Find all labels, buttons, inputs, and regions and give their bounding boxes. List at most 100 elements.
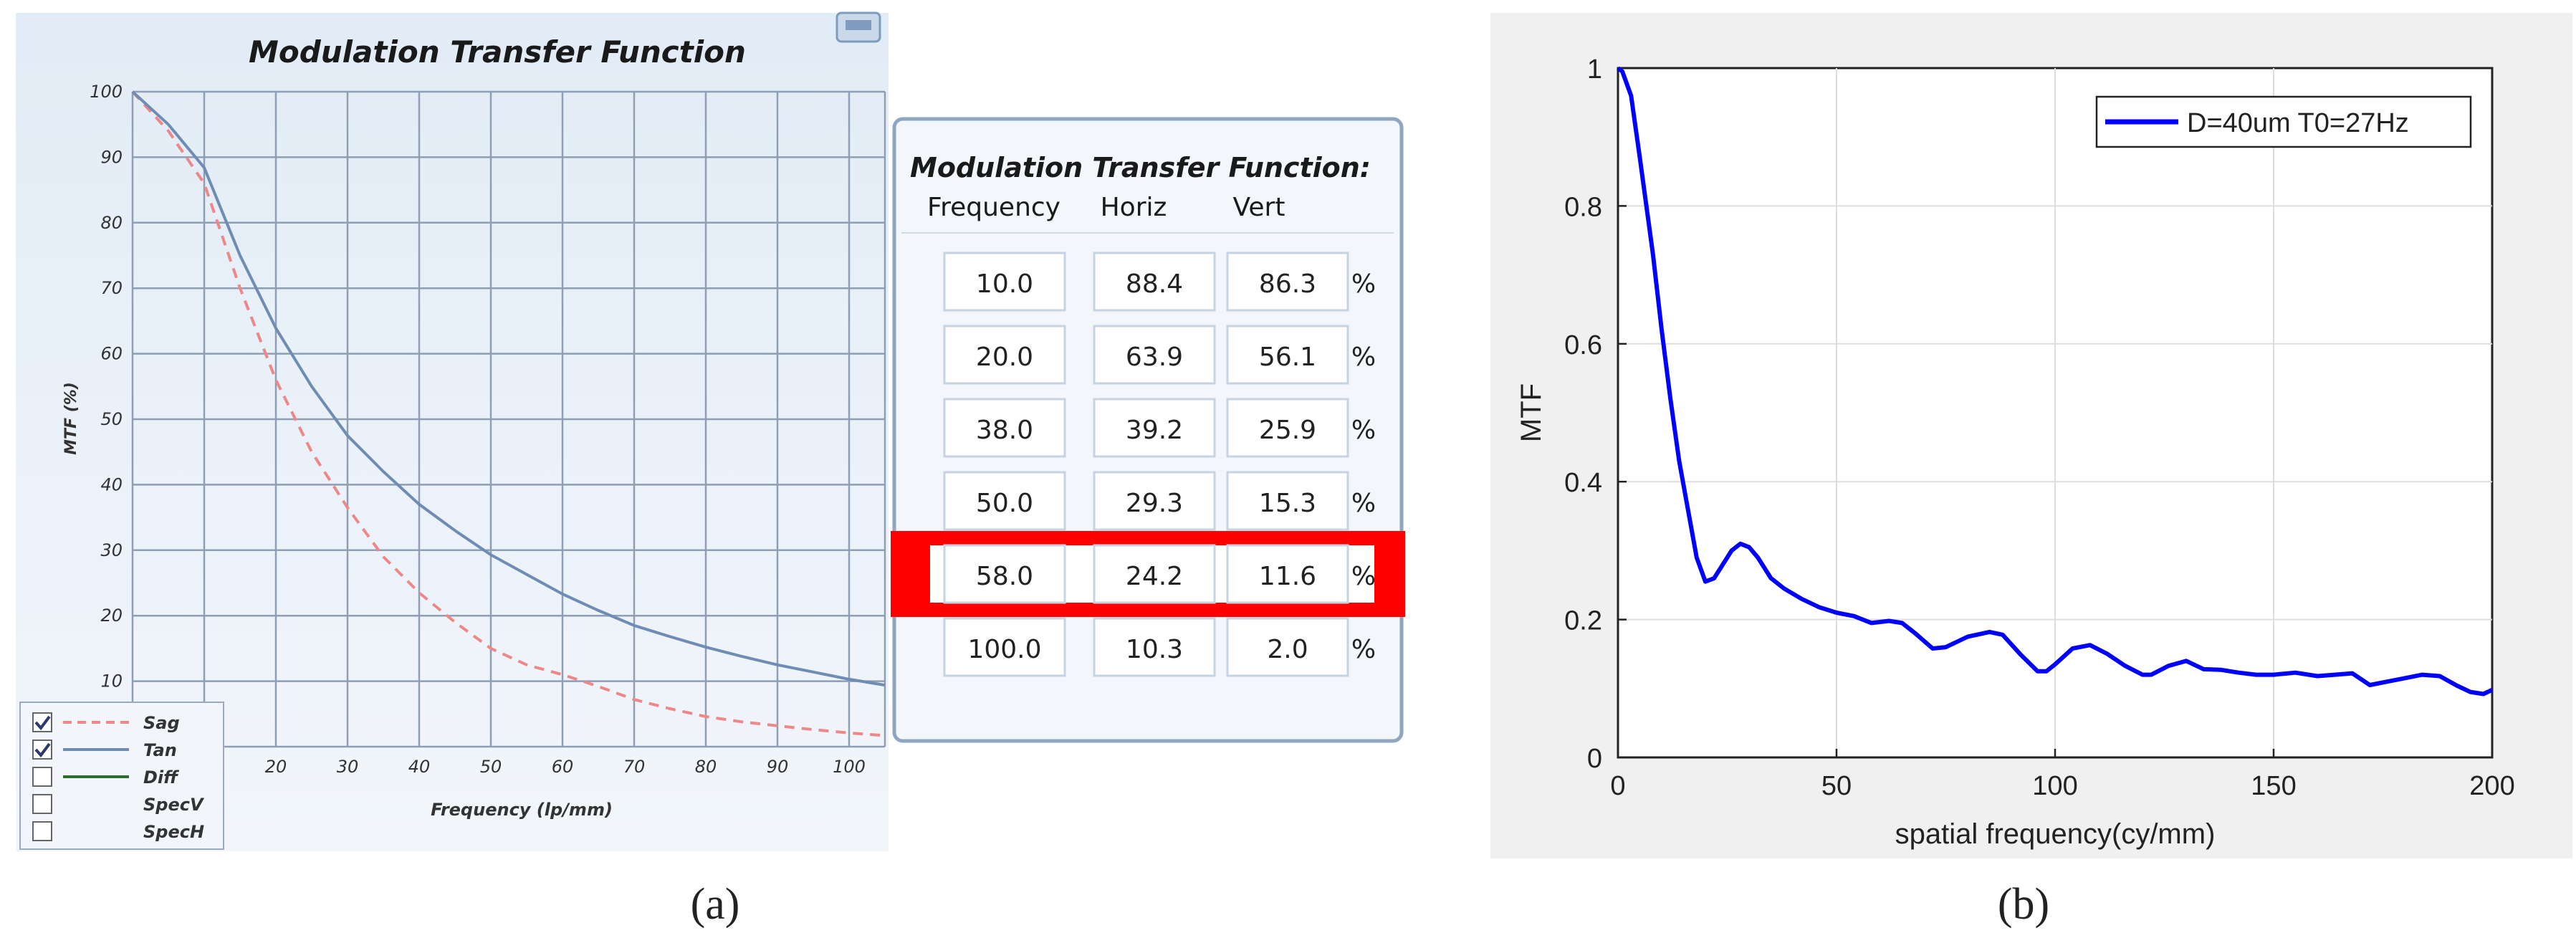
cell-horiz-field[interactable] xyxy=(1093,471,1216,531)
mtf-table-header-frequency: Frequency xyxy=(927,193,1060,222)
cell-unit: % xyxy=(1351,269,1376,299)
cell-frequency-value: 100.0 xyxy=(967,635,1041,664)
legend-checkbox[interactable] xyxy=(32,712,52,732)
legend-checkbox[interactable] xyxy=(32,767,52,787)
cell-horiz-field[interactable] xyxy=(1093,617,1216,677)
cell-vert-field[interactable] xyxy=(1226,325,1349,385)
y-tick-label: 100 xyxy=(90,82,123,102)
cell-unit: % xyxy=(1351,416,1376,445)
legend-checkbox[interactable] xyxy=(32,740,52,760)
chart-a-grid xyxy=(131,90,886,748)
cell-frequency-field[interactable] xyxy=(943,398,1066,458)
series-line-sag xyxy=(131,90,886,737)
cell-horiz-value: 29.3 xyxy=(1126,489,1183,518)
cell-vert-field[interactable] xyxy=(1226,252,1349,312)
mtf-table-row: 20.0 63.9 56.1% xyxy=(943,325,1376,385)
cell-horiz-value: 10.3 xyxy=(1126,635,1183,664)
cell-horiz-value: 88.4 xyxy=(1126,269,1183,299)
x-tick-label: 90 xyxy=(767,757,789,777)
y-tick-label: 0.8 xyxy=(1564,192,1602,222)
cell-frequency-field[interactable] xyxy=(943,325,1066,385)
x-tick-label: 80 xyxy=(695,757,717,777)
chart-a-legend: Sag Tan Diff SpecV SpecH xyxy=(19,702,224,850)
legend-label: Sag xyxy=(143,713,180,733)
cell-frequency-field[interactable] xyxy=(943,544,1066,604)
x-tick-label: 60 xyxy=(552,757,574,777)
y-tick-label: 1 xyxy=(1587,54,1602,85)
y-tick-label: 40 xyxy=(100,474,123,494)
legend-item-tan[interactable]: Tan xyxy=(32,740,177,760)
cell-frequency-field[interactable] xyxy=(943,471,1066,531)
x-tick-label: 100 xyxy=(2032,771,2077,801)
y-tick-label: 80 xyxy=(100,213,123,233)
legend-checkbox[interactable] xyxy=(32,821,52,841)
cell-vert-field[interactable] xyxy=(1226,617,1349,677)
mtf-table-row: 100.0 10.3 2.0% xyxy=(943,617,1376,677)
cell-vert-value: 15.3 xyxy=(1259,489,1316,518)
legend-item-spech[interactable]: SpecH xyxy=(32,821,204,842)
printer-icon xyxy=(846,20,871,30)
cell-vert-field[interactable] xyxy=(1226,471,1349,531)
legend-label: Tan xyxy=(143,740,177,760)
cell-horiz-field[interactable] xyxy=(1093,252,1216,312)
cell-vert-field[interactable] xyxy=(1226,398,1349,458)
x-tick-label: 20 xyxy=(265,757,287,777)
x-tick-label: 50 xyxy=(1821,771,1852,801)
x-tick-label: 50 xyxy=(480,757,502,777)
chart-b-xlabel: spatial frequency(cy/mm) xyxy=(1895,818,2216,850)
mtf-table-header-vert: Vert xyxy=(1233,193,1285,222)
cell-horiz-value: 63.9 xyxy=(1126,343,1183,372)
mtf-table-row: 10.0 88.4 86.3% xyxy=(943,252,1376,312)
chart-b-x-axis: 0 50 100 150 200 xyxy=(1610,749,2515,801)
mtf-table-rows: 10.0 88.4 86.3 % 20.0 63.9 56.1 % 38.0 39.2 25.9 % 5… xyxy=(891,252,1405,677)
series-line-mtf xyxy=(1617,66,2494,697)
cell-vert-value: 2.0 xyxy=(1267,635,1308,664)
legend-checkbox[interactable] xyxy=(32,794,52,814)
cell-unit: % xyxy=(1351,562,1376,591)
checkmark-icon xyxy=(34,742,51,758)
legend-item-sag[interactable]: Sag xyxy=(32,712,180,733)
chart-a-xlabel: Frequency (lp/mm) xyxy=(431,800,613,820)
cell-unit: % xyxy=(1351,489,1376,518)
chart-b-series xyxy=(1617,66,2494,697)
caption-b: (b) xyxy=(1998,880,2049,929)
cell-horiz-field[interactable] xyxy=(1093,398,1216,458)
mtf-table-row: 38.0 39.2 25.9% xyxy=(943,398,1376,458)
y-tick-label: 0.6 xyxy=(1564,330,1602,360)
y-tick-label: 0.4 xyxy=(1564,468,1602,498)
y-tick-label: 90 xyxy=(100,147,123,167)
x-tick-label: 150 xyxy=(2251,771,2296,801)
y-tick-label: 0.2 xyxy=(1564,606,1602,636)
y-tick-label: 50 xyxy=(100,409,123,429)
legend-item-specv[interactable]: SpecV xyxy=(32,794,205,815)
y-tick-label: 20 xyxy=(100,606,123,626)
legend-item-diff[interactable]: Diff xyxy=(32,767,179,788)
cell-frequency-value: 38.0 xyxy=(976,416,1033,445)
legend-label: SpecV xyxy=(143,795,205,815)
mtf-table-row: 58.0 24.2 11.6% xyxy=(891,531,1405,617)
chart-a-title: Modulation Transfer Function xyxy=(249,34,746,70)
chart-b-legend-label: D=40um T0=27Hz xyxy=(2187,108,2409,138)
panel-b-chart: 0 0.2 0.4 0.6 0.8 1 0 50 100 150 200 MTF spatial … xyxy=(1490,13,2572,858)
y-tick-label: 10 xyxy=(100,671,123,691)
y-tick-label: 0 xyxy=(1587,744,1602,774)
cell-frequency-field[interactable] xyxy=(943,617,1066,677)
cell-frequency-field[interactable] xyxy=(943,252,1066,312)
caption-a: (a) xyxy=(691,880,740,929)
series-line-tan xyxy=(131,90,886,687)
cell-frequency-value: 58.0 xyxy=(976,562,1033,591)
cell-frequency-value: 50.0 xyxy=(976,489,1033,518)
cell-vert-field[interactable] xyxy=(1226,544,1349,604)
chart-b-y-axis: 0 0.2 0.4 0.6 0.8 1 xyxy=(1564,54,1627,774)
x-tick-label: 40 xyxy=(408,757,431,777)
chart-b-grid xyxy=(1618,68,2492,757)
cell-unit: % xyxy=(1351,635,1376,664)
mtf-table-header-horiz: Horiz xyxy=(1101,193,1167,222)
chart-b-ylabel: MTF xyxy=(1516,383,1547,442)
cell-horiz-field[interactable] xyxy=(1093,325,1216,385)
legend-label: SpecH xyxy=(143,822,204,842)
chart-a-series xyxy=(131,90,886,737)
cell-horiz-field[interactable] xyxy=(1093,544,1216,604)
